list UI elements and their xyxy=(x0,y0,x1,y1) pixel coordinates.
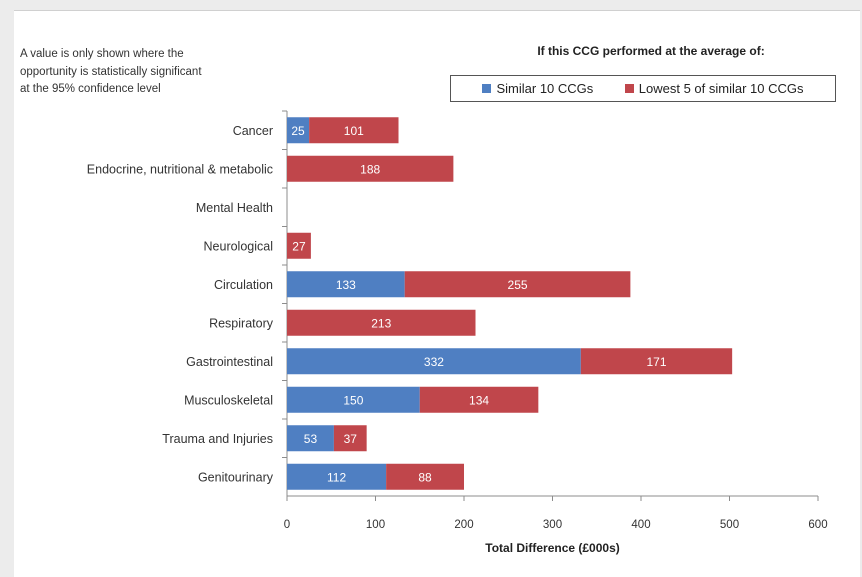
x-tick-label: 100 xyxy=(366,519,385,531)
category-label-trauma-and-injuries: Trauma and Injuries xyxy=(162,432,273,446)
data-label-endocrine-nutritional-metabolic-series-1: 188 xyxy=(360,162,380,176)
data-label-respiratory-series-1: 213 xyxy=(371,316,391,330)
data-label-trauma-and-injuries-series-0: 53 xyxy=(304,432,318,446)
x-tick-label: 500 xyxy=(720,519,739,531)
legend-swatch-lowest-5 xyxy=(624,84,634,93)
bar-gastrointestinal-series-1 xyxy=(580,348,733,375)
bar-genitourinary-series-0 xyxy=(287,463,387,490)
x-axis-title: Total Difference (£000s) xyxy=(485,541,620,555)
category-label-mental-health: Mental Health xyxy=(196,201,273,215)
legend-swatch-similar-10 xyxy=(482,84,492,93)
data-label-cancer-series-0: 25 xyxy=(291,124,305,138)
x-tick-label: 400 xyxy=(631,519,650,531)
bar-trauma-and-injuries-series-1 xyxy=(333,425,367,452)
bar-trauma-and-injuries-series-0 xyxy=(287,425,334,452)
legend-label-lowest-5: Lowest 5 of similar 10 CCGs xyxy=(638,81,804,96)
x-tick-label: 0 xyxy=(284,519,290,531)
data-label-circulation-series-0: 133 xyxy=(336,278,356,292)
category-label-genitourinary: Genitourinary xyxy=(198,470,274,484)
data-label-musculoskeletal-series-1: 134 xyxy=(469,393,489,407)
x-tick-label: 600 xyxy=(808,519,827,531)
significance-note: A value is only shown where the opportun… xyxy=(20,48,202,95)
x-tick-label: 200 xyxy=(454,519,473,531)
category-label-respiratory: Respiratory xyxy=(209,316,274,330)
data-label-genitourinary-series-0: 112 xyxy=(327,470,346,484)
bar-genitourinary-series-1 xyxy=(386,463,464,490)
bar-circulation-series-1 xyxy=(404,271,631,298)
bar-gastrointestinal-series-0 xyxy=(287,348,581,375)
bar-cancer-series-1 xyxy=(309,117,399,144)
legend-label-similar-10: Similar 10 CCGs xyxy=(496,81,594,96)
x-tick-label: 300 xyxy=(543,519,562,531)
bar-circulation-series-0 xyxy=(287,271,405,298)
category-label-gastrointestinal: Gastrointestinal xyxy=(186,355,273,369)
category-label-cancer: Cancer xyxy=(233,124,273,138)
bar-cancer-series-0 xyxy=(287,117,310,144)
data-label-neurological-series-1: 27 xyxy=(292,239,306,253)
data-label-trauma-and-injuries-series-1: 37 xyxy=(344,432,358,446)
bar-respiratory-series-1 xyxy=(287,309,476,336)
bar-endocrine-nutritional-metabolic-series-1 xyxy=(287,155,454,182)
category-label-endocrine-nutritional-metabolic: Endocrine, nutritional & metabolic xyxy=(87,162,273,176)
category-label-musculoskeletal: Musculoskeletal xyxy=(184,393,273,407)
data-label-circulation-series-1: 255 xyxy=(508,278,528,292)
legend-heading: If this CCG performed at the average of: xyxy=(537,44,765,58)
bar-musculoskeletal-series-1 xyxy=(419,386,539,413)
data-label-gastrointestinal-series-0: 332 xyxy=(424,355,444,369)
legend: Similar 10 CCGs Lowest 5 of similar 10 C… xyxy=(450,75,836,102)
bar-musculoskeletal-series-0 xyxy=(287,386,420,413)
data-label-genitourinary-series-1: 88 xyxy=(418,470,432,484)
legend-item-lowest-5: Lowest 5 of similar 10 CCGs xyxy=(624,81,804,96)
category-label-circulation: Circulation xyxy=(214,278,273,292)
category-label-neurological: Neurological xyxy=(204,239,273,253)
bar-neurological-series-1 xyxy=(287,232,311,259)
data-label-gastrointestinal-series-1: 171 xyxy=(646,355,666,369)
data-label-cancer-series-1: 101 xyxy=(344,124,364,138)
legend-item-similar-10: Similar 10 CCGs xyxy=(482,81,593,96)
data-label-musculoskeletal-series-0: 150 xyxy=(343,393,363,407)
